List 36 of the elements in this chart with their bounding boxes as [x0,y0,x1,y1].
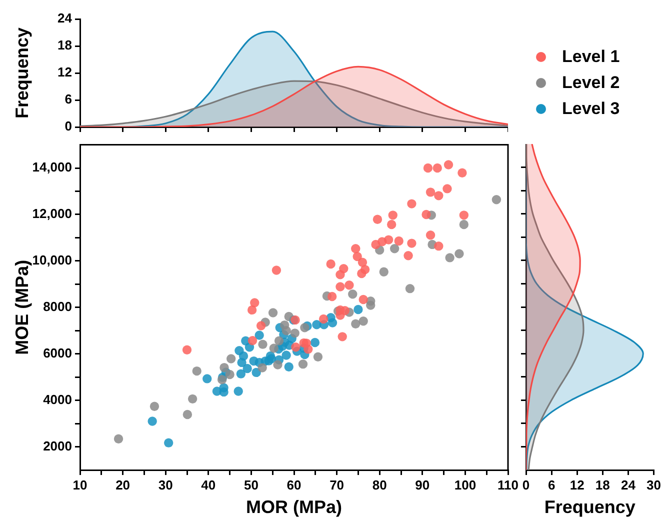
x-axis-title: Frequency [544,497,636,518]
x-tick-label: 10 [72,477,88,492]
x-tick-label: 20 [116,477,130,492]
x-tick-label: 60 [286,477,302,492]
y-tick-label: 24 [58,10,73,26]
y-tick-label: 6000 [43,345,72,360]
x-tick-label: 12 [570,477,584,492]
x-axis-title: MOR (MPa) [246,497,342,518]
x-tick-label: 40 [201,477,216,492]
x-tick-label: 100 [454,477,476,492]
x-tick-label: 50 [244,477,258,492]
y-tick-label: 2000 [43,438,72,454]
legend-label: Level 1 [562,47,620,67]
x-tick-label: 90 [415,477,430,492]
x-tick-label: 30 [646,477,662,492]
y-tick-label: 12 [58,64,72,80]
x-tick-label: 6 [548,477,556,492]
y-axis-title: Frequency [12,27,32,119]
x-tick-label: 30 [158,477,173,492]
x-tick-label: 70 [330,477,344,492]
x-tick-label: 24 [620,477,636,492]
y-tick-label: 6 [64,92,72,107]
x-tick-label: 80 [372,477,387,492]
x-tick-label: 110 [498,477,518,492]
legend-label: Level 3 [562,99,620,119]
y-axis-title: MOE (MPa) [12,260,32,355]
y-tick-label: 12,000 [32,206,72,222]
y-tick-label: 14,000 [32,160,72,175]
x-tick-label: 0 [522,477,530,492]
y-tick-label: 0 [64,118,72,134]
y-tick-label: 18 [58,38,72,53]
x-tick-label: 18 [595,477,610,492]
legend-label: Level 2 [562,73,620,93]
y-tick-label: 4000 [43,392,72,407]
y-tick-label: 10,000 [32,252,72,268]
y-tick-label: 8000 [43,298,72,314]
